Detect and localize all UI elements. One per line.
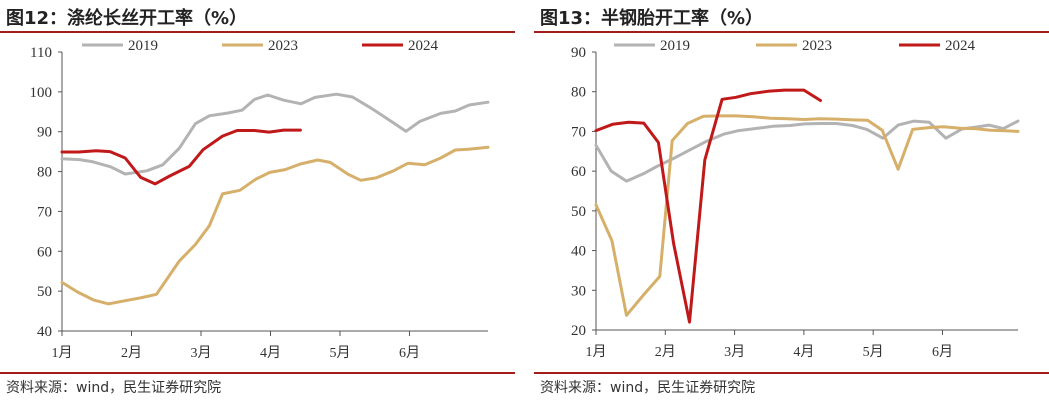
y-tick-label: 50 <box>571 204 586 220</box>
source-note: 资料来源：wind，民生证券研究院 <box>540 380 756 396</box>
y-tick-label: 80 <box>571 85 586 101</box>
x-tick-label: 5月 <box>329 345 350 361</box>
source-note: 资料来源：wind，民生证券研究院 <box>6 380 222 396</box>
title-rule <box>0 31 515 33</box>
y-tick-label: 90 <box>571 45 586 61</box>
legend-label-2019: 2019 <box>660 38 690 54</box>
footer-rule <box>0 372 515 374</box>
y-tick-label: 70 <box>37 204 52 220</box>
y-tick-label: 40 <box>571 244 586 260</box>
x-tick-label: 3月 <box>724 344 745 360</box>
chart-svg: 20 30 40 50 60 70 80 90 1月 2月 3月 4月 5月 6月 2019 2023 2024 <box>571 38 1020 360</box>
axes: 40 50 60 70 80 90 100 110 1月 2月 3月 4月 5月 6月 <box>30 45 488 361</box>
y-tick-label: 50 <box>37 284 52 300</box>
series-line-2019 <box>60 92 490 176</box>
y-tick-label: 30 <box>571 283 586 299</box>
x-tick-label: 5月 <box>863 344 884 360</box>
x-tick-label: 1月 <box>586 344 607 360</box>
y-tick-label: 20 <box>571 323 586 339</box>
y-tick-label: 40 <box>37 324 52 340</box>
legend-label-2023: 2023 <box>268 38 298 54</box>
x-tick-label: 3月 <box>190 345 211 361</box>
legend-label-2023: 2023 <box>802 38 832 54</box>
x-tick-label: 6月 <box>932 344 953 360</box>
y-tick-label: 70 <box>571 124 586 140</box>
legend-label-2024: 2024 <box>945 38 976 54</box>
y-tick-label: 80 <box>37 165 52 181</box>
legend: 2019 2023 2024 <box>82 38 439 54</box>
y-tick-label: 60 <box>571 164 586 180</box>
chart-panel-left: 图12：涤纶长丝开工率（%） 40 50 60 70 80 90 100 110 1月 2月 3月 4… <box>0 0 515 401</box>
axes: 20 30 40 50 60 70 80 90 1月 2月 3月 4月 5月 6月 <box>571 45 1018 360</box>
y-tick-label: 110 <box>30 45 52 61</box>
x-tick-label: 6月 <box>399 345 420 361</box>
series-line-2019 <box>594 119 1020 183</box>
x-tick-label: 4月 <box>793 344 814 360</box>
x-tick-label: 1月 <box>52 345 73 361</box>
legend-label-2019: 2019 <box>128 38 158 54</box>
x-tick-label: 4月 <box>260 345 281 361</box>
series-line-2024 <box>594 88 822 324</box>
legend: 2019 2023 2024 <box>614 38 976 54</box>
series-line-2023 <box>60 145 490 306</box>
y-tick-label: 100 <box>30 85 53 101</box>
legend-label-2024: 2024 <box>408 38 439 54</box>
chart-panel-right: 图13：半钢胎开工率（%） 20 30 40 50 60 70 80 90 1月 2月 3月 4月 5月… <box>534 0 1049 401</box>
chart-title: 图12：涤纶长丝开工率（%） <box>6 8 248 29</box>
y-tick-label: 90 <box>37 125 52 141</box>
series-line-2024 <box>60 128 302 186</box>
series-line-2023 <box>594 114 1020 317</box>
x-tick-label: 2月 <box>655 344 676 360</box>
title-rule <box>534 31 1049 33</box>
footer-rule <box>534 372 1049 374</box>
chart-title: 图13：半钢胎开工率（%） <box>540 8 764 29</box>
y-tick-label: 60 <box>37 244 52 260</box>
x-tick-label: 2月 <box>121 345 142 361</box>
